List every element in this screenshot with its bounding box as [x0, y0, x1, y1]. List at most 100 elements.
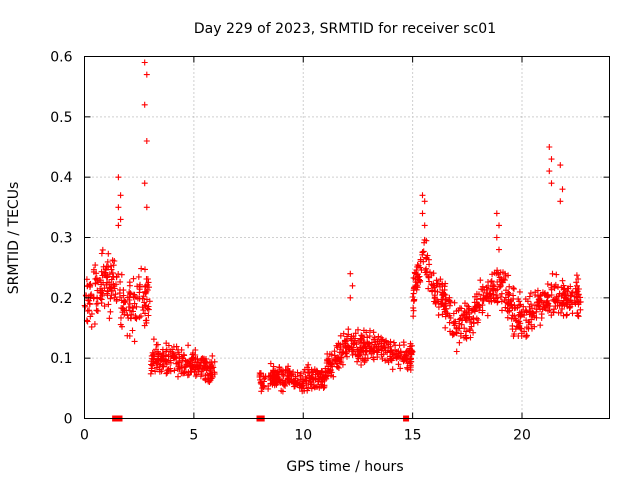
data-point — [265, 383, 272, 389]
data-point — [144, 305, 151, 312]
data-point — [84, 318, 91, 325]
data-point — [561, 292, 568, 298]
data-point — [549, 270, 556, 277]
data-point — [504, 314, 511, 321]
x-tick-label: 15 — [404, 428, 422, 444]
data-point — [417, 264, 424, 271]
data-point — [564, 297, 571, 304]
data-point — [439, 281, 446, 288]
data-point — [143, 296, 150, 303]
data-point — [494, 299, 501, 306]
data-point — [86, 301, 93, 308]
data-point — [488, 279, 494, 285]
data-point — [548, 282, 555, 289]
data-point — [183, 358, 190, 365]
data-point — [510, 292, 517, 299]
data-point — [171, 367, 178, 374]
data-point — [93, 300, 100, 307]
x-axis-label: GPS time / hours — [286, 459, 403, 475]
data-point — [207, 368, 214, 374]
data-point — [456, 316, 463, 323]
data-point — [423, 254, 429, 261]
data-point — [388, 357, 395, 364]
data-point — [348, 336, 355, 343]
data-point — [337, 332, 344, 339]
data-point — [133, 303, 140, 310]
data-point — [145, 312, 152, 319]
data-point — [502, 294, 509, 301]
data-point — [528, 301, 534, 308]
data-point — [537, 297, 543, 304]
data-point — [435, 312, 442, 319]
data-point — [367, 327, 373, 334]
data-point — [108, 292, 115, 299]
data-point — [294, 379, 301, 386]
data-point — [460, 311, 467, 318]
data-point — [144, 276, 151, 282]
data-point — [435, 280, 442, 287]
data-point — [127, 291, 134, 298]
data-point — [292, 373, 299, 380]
data-point — [442, 292, 449, 298]
data-point — [192, 366, 199, 373]
x-tick-label: 0 — [80, 428, 89, 444]
y-tick-label: 0.5 — [50, 110, 72, 126]
data-point — [121, 299, 128, 306]
data-point — [535, 301, 542, 308]
data-point — [483, 284, 490, 291]
data-point — [439, 289, 446, 296]
data-point — [93, 307, 100, 314]
data-point — [463, 328, 470, 335]
data-point — [199, 366, 206, 373]
data-point — [117, 278, 124, 285]
data-point — [425, 274, 432, 281]
data-point — [500, 269, 506, 276]
data-point — [497, 294, 504, 300]
data-point — [574, 282, 580, 289]
data-point — [463, 335, 470, 342]
data-point — [421, 198, 428, 205]
data-point — [524, 298, 531, 305]
data-point — [465, 309, 472, 316]
data-point — [369, 347, 376, 354]
data-point — [324, 373, 331, 380]
data-point — [140, 307, 147, 314]
data-point — [305, 384, 312, 391]
data-point — [143, 138, 150, 144]
data-point — [456, 339, 463, 346]
grid — [84, 56, 610, 419]
data-point — [537, 292, 544, 299]
data-point — [319, 379, 326, 386]
data-point — [94, 295, 101, 302]
data-point — [512, 326, 519, 333]
data-point — [480, 292, 487, 299]
data-point — [141, 180, 148, 187]
data-point — [538, 315, 545, 321]
data-point — [280, 377, 286, 384]
data-point — [152, 368, 159, 375]
data-point — [347, 294, 354, 301]
data-point — [564, 311, 570, 318]
data-point — [359, 340, 365, 347]
data-point — [327, 367, 334, 374]
data-point — [280, 381, 287, 388]
data-point — [451, 299, 458, 306]
data-point — [466, 327, 473, 334]
data-point — [120, 292, 127, 299]
data-point — [551, 306, 557, 313]
data-point — [411, 296, 418, 303]
data-point — [439, 301, 445, 308]
data-point — [124, 332, 131, 339]
data-point — [303, 377, 310, 384]
data-point — [142, 310, 148, 317]
data-point — [337, 355, 344, 362]
data-point — [419, 249, 426, 256]
data-point — [574, 312, 581, 319]
data-point — [102, 272, 109, 278]
data-point — [267, 373, 274, 380]
data-point — [133, 314, 140, 321]
data-point — [425, 285, 432, 292]
data-point — [328, 351, 335, 358]
data-point — [144, 287, 151, 294]
data-point — [526, 318, 533, 325]
